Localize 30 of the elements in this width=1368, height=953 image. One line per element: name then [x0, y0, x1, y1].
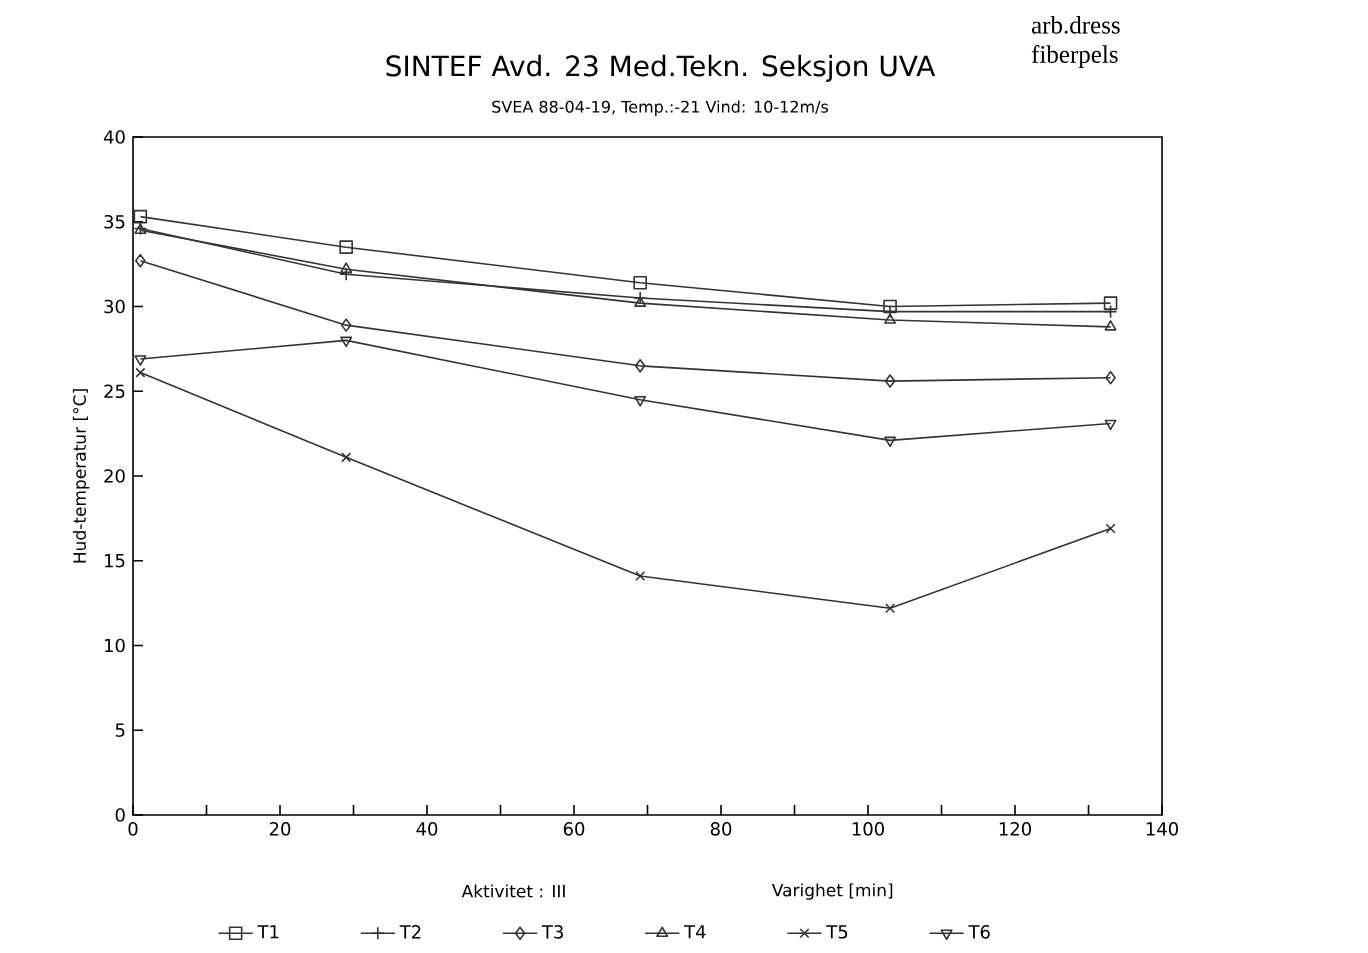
legend-label: T3: [541, 925, 563, 939]
text: Aktivitet : III: [461, 884, 565, 898]
text: arb.dress: [1031, 16, 1120, 34]
legend-label: T4: [684, 925, 706, 939]
legend-label: T1: [257, 925, 279, 939]
y-tick-label: 25: [104, 384, 125, 399]
x-tick-label: 140: [1146, 822, 1178, 836]
y-tick-label: 15: [105, 554, 125, 568]
text: fiberpels: [1031, 45, 1118, 68]
x-tick-label: 0: [128, 822, 138, 836]
y-tick-label: 30: [104, 299, 125, 314]
y-tick-label: 10: [105, 638, 125, 653]
legend-label: T2: [399, 925, 421, 939]
x-tick-label: 20: [269, 822, 291, 836]
y-tick-label: 20: [104, 469, 125, 483]
x-tick-label: 120: [999, 822, 1031, 836]
x-tick-label: 60: [563, 822, 585, 836]
y-axis-title: Hud-temperatur [°C]: [72, 389, 90, 563]
legend-label: T5: [826, 925, 848, 939]
x-tick-label: 40: [416, 822, 438, 836]
y-tick-label: 5: [115, 723, 125, 737]
y-tick-label: 40: [103, 130, 125, 144]
x-axis-title: Varighet [min]: [771, 883, 893, 900]
y-tick-label: 35: [104, 214, 125, 229]
chart-title: SINTEF Avd. 23 Med.Tekn. Seksjon UVA: [386, 54, 936, 82]
x-tick-label: 80: [710, 822, 732, 836]
y-tick-label: 0: [115, 808, 125, 822]
chart-subtitle: SVEA 88-04-19, Temp.:-21 Vind: 10-12m/s: [492, 100, 829, 116]
legend-label: T6: [968, 925, 990, 939]
x-tick-label: 100: [852, 822, 884, 836]
